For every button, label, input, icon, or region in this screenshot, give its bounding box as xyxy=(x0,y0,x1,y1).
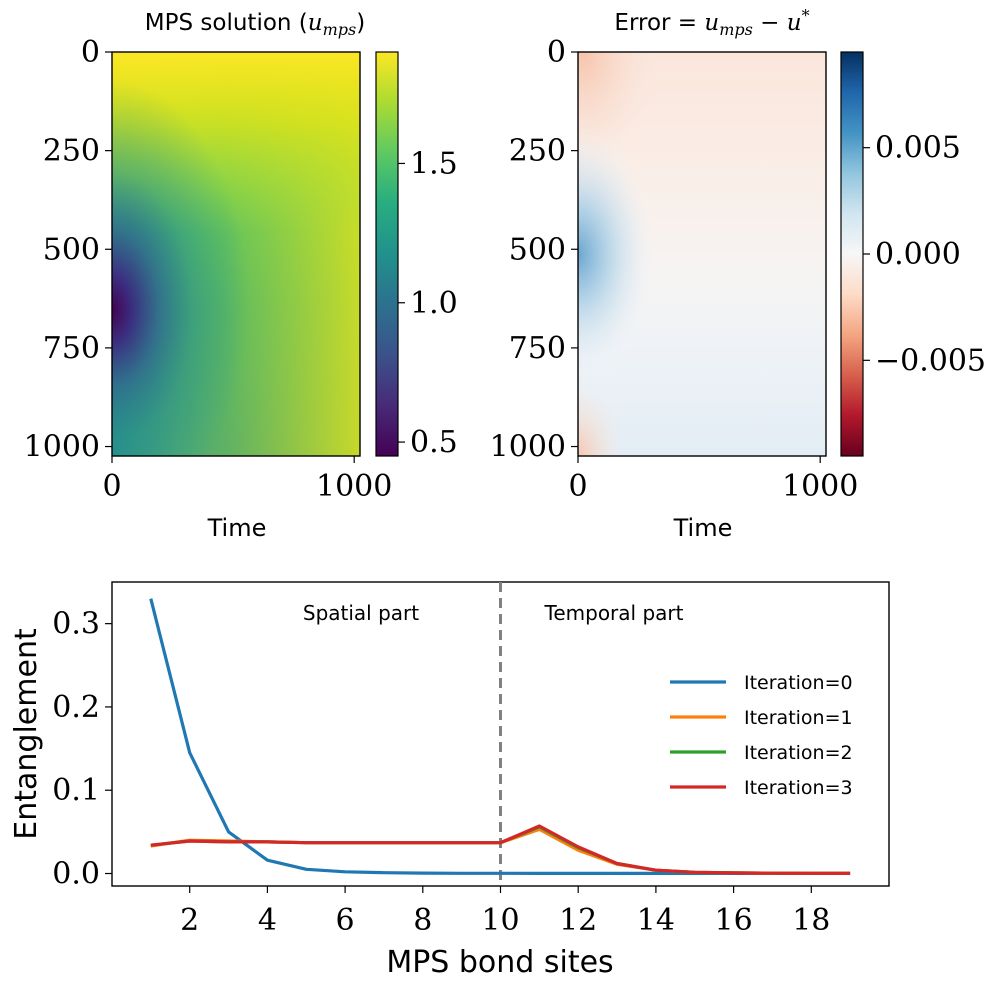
line-chart-entanglement: 2 4 6 8 10 12 14 16 180.00.10.20.3 Spatial part … xyxy=(9,581,890,980)
heatmap2-ytick-label: 0 xyxy=(547,35,566,70)
annotation-temporal: Temporal part xyxy=(544,601,684,625)
heatmap2-ytick-label: 250 xyxy=(509,134,566,169)
legend-label-iteration-0: Iteration=0 xyxy=(744,672,853,694)
colorbar-rdbu-tick-label: −0.005 xyxy=(875,343,986,378)
colorbar-viridis xyxy=(375,51,399,457)
colorbar-rdbu-ticks: 0.005 0.000 −0.005 xyxy=(863,131,986,378)
line-chart-ytick-label: 0.0 xyxy=(52,857,100,892)
colorbar-viridis-tick-label: 0.5 xyxy=(410,425,458,460)
heatmap2-frame xyxy=(577,51,827,457)
line-chart-ytick-label: 0.3 xyxy=(52,607,100,642)
heatmap1-field-low xyxy=(112,52,360,456)
line-chart-xtick-label: 16 xyxy=(715,903,753,938)
line-chart-xtick-label: 10 xyxy=(481,903,519,938)
line-chart-xtick-label: 12 xyxy=(559,903,597,938)
heatmap2-xtick-label: 1000 xyxy=(782,469,858,504)
heatmap2-ytick-label: 1000 xyxy=(490,430,566,465)
line-chart-series xyxy=(149,598,851,876)
line-chart-xtick-label: 2 xyxy=(180,903,199,938)
heatmap1-ytick-label: 0 xyxy=(81,35,100,70)
heatmap1-ytick-label: 750 xyxy=(43,331,100,366)
line-chart-ytick-label: 0.1 xyxy=(52,773,100,808)
heatmap2-ytick-label: 750 xyxy=(509,331,566,366)
legend-label-iteration-3: Iteration=3 xyxy=(744,777,853,799)
colorbar-rdbu-tick-label: 0.000 xyxy=(875,237,961,272)
line-chart-xlabel: MPS bond sites xyxy=(386,945,613,980)
line-chart-ylabel: Entanglement xyxy=(9,628,44,840)
legend-label-iteration-1: Iteration=1 xyxy=(744,707,853,729)
line-chart-xtick-label: 8 xyxy=(413,903,432,938)
colorbar-viridis-tick-label: 1.5 xyxy=(410,146,458,181)
legend: Iteration=0 Iteration=1 Iteration=2 Iterati… xyxy=(670,672,853,799)
line-chart-ytick-label: 0.2 xyxy=(52,690,100,725)
heatmap2-xtick-label: 0 xyxy=(568,469,587,504)
heatmap1-ytick-label: 500 xyxy=(43,232,100,267)
heatmap1-title: MPS solution (umps) xyxy=(145,10,365,39)
heatmap1-xtick-label: 0 xyxy=(102,469,121,504)
heatmap2-field-blue xyxy=(578,52,826,456)
colorbar-viridis-ticks: 0.5 1.0 1.5 xyxy=(398,146,458,460)
series-line-iteration-3 xyxy=(150,824,851,875)
heatmap1-ytick-label: 1000 xyxy=(24,430,100,465)
line-chart-xtick-label: 6 xyxy=(336,903,355,938)
heatmap2-ytick-label: 500 xyxy=(509,232,566,267)
colorbar-viridis-tick-label: 1.0 xyxy=(410,286,458,321)
line-chart-xtick-label: 14 xyxy=(637,903,675,938)
colorbar-rdbu-tick-label: 0.005 xyxy=(875,131,961,166)
heatmap2-title: Error = umps − u* xyxy=(614,6,809,39)
line-chart-xtick-label: 18 xyxy=(792,903,830,938)
line-chart-ticks: 2 4 6 8 10 12 14 16 18 0.0 0.1 0.2 0.3 xyxy=(52,607,830,938)
heatmap2-xlabel: Time xyxy=(673,514,733,542)
legend-label-iteration-2: Iteration=2 xyxy=(744,742,853,764)
annotation-spatial: Spatial part xyxy=(303,601,419,625)
line-chart-xtick-label: 4 xyxy=(258,903,277,938)
colorbar-rdbu xyxy=(840,51,864,457)
heatmap1-xlabel: Time xyxy=(207,514,267,542)
heatmap1-xtick-label: 1000 xyxy=(316,469,392,504)
heatmap1-ytick-label: 250 xyxy=(43,134,100,169)
heatmap1-frame xyxy=(111,51,361,457)
